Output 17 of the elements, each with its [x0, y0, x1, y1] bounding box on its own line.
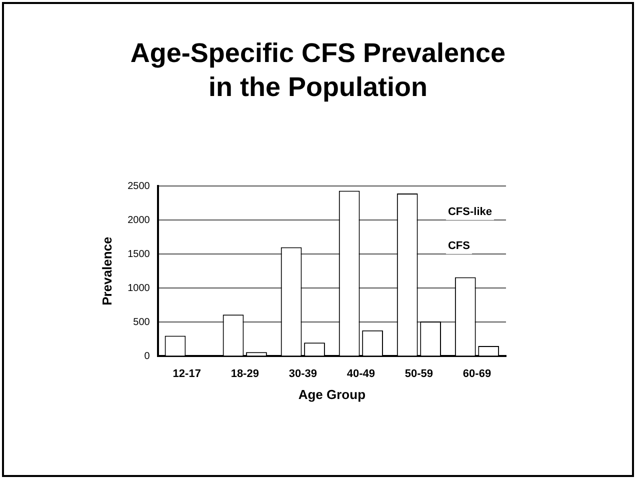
- x-tick-label: 30-39: [288, 368, 317, 380]
- y-tick-label: 500: [133, 316, 150, 328]
- x-tick-label: 50-59: [404, 368, 434, 380]
- x-tick-label: 60-69: [462, 368, 492, 380]
- y-tick-label: 1000: [128, 282, 150, 294]
- y-tick-label: 2500: [128, 180, 150, 192]
- text: CFS-like: [448, 206, 492, 218]
- x-tick-label: 18-29: [230, 368, 259, 380]
- x-axis-title: Age Group: [298, 386, 366, 402]
- y-tick-label: 2000: [128, 214, 150, 226]
- text: CFS: [448, 240, 470, 252]
- y-tick-label: 1500: [128, 248, 150, 260]
- chart-title: Age-Specific CFS Prevalence in the Population: [129, 37, 507, 104]
- x-tick-label: 12-17: [172, 368, 201, 380]
- x-tick-label: 40-49: [346, 368, 376, 380]
- y-axis-title: Prevalence: [99, 236, 114, 306]
- y-tick-label: 0: [144, 350, 150, 362]
